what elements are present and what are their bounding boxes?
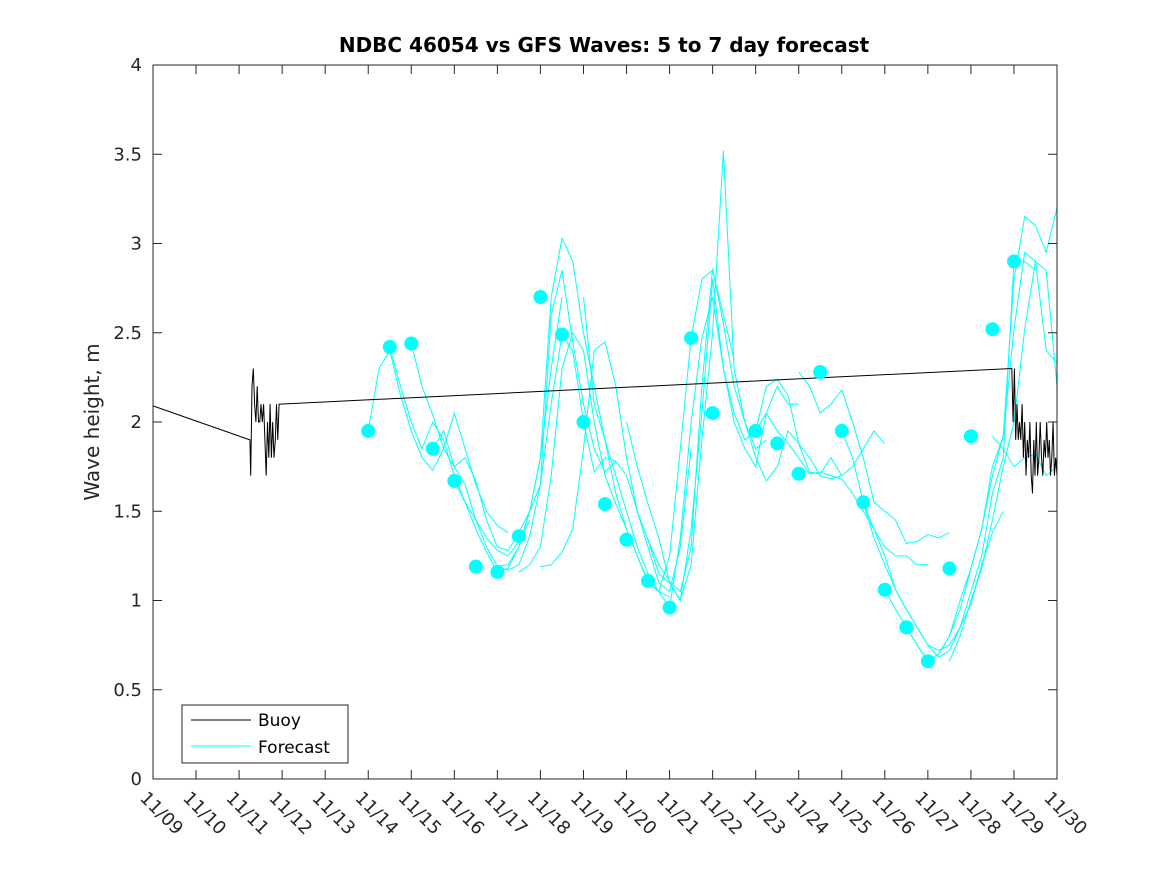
- forecast-marker: [447, 473, 462, 488]
- y-axis-label: Wave height, m: [80, 343, 104, 500]
- y-tick-label: 1: [131, 591, 142, 612]
- forecast-line-1: [367, 349, 509, 534]
- legend: Buoy Forecast: [181, 704, 349, 764]
- y-tick-label: 2: [131, 412, 142, 433]
- forecast-marker: [619, 532, 634, 547]
- forecast-line-10: [626, 279, 843, 602]
- forecast-line-8: [540, 268, 767, 593]
- forecast-line-2: [389, 346, 531, 557]
- buoy-line: [152, 367, 1058, 494]
- forecast-marker: [490, 564, 505, 579]
- forecast-marker: [361, 423, 376, 438]
- forecast-marker: [468, 559, 483, 574]
- forecast-marker: [684, 331, 699, 346]
- forecast-marker: [555, 327, 569, 342]
- forecast-marker: [1007, 254, 1021, 269]
- forecast-line-5: [453, 236, 670, 598]
- forecast-marker: [404, 336, 419, 351]
- forecast-marker: [576, 415, 591, 429]
- forecast-marker: [641, 573, 655, 588]
- forecast-marker: [791, 466, 806, 481]
- forecast-marker: [877, 582, 892, 597]
- forecast-line-13: [798, 371, 950, 544]
- forecast-line-12: [755, 412, 928, 566]
- plot-area: [153, 65, 1057, 779]
- forecast-marker: [662, 600, 677, 615]
- chart-title: NDBC 46054 vs GFS Waves: 5 to 7 day fore…: [339, 33, 870, 57]
- forecast-marker: [834, 423, 849, 438]
- y-tick-label: 3.5: [113, 144, 142, 165]
- series-layer: [152, 150, 1058, 669]
- y-tick-label: 1.5: [113, 501, 142, 522]
- y-tick-label: 4: [131, 55, 142, 76]
- forecast-marker: [425, 441, 440, 456]
- y-tick-label: 3: [131, 234, 142, 255]
- legend-forecast-label: Forecast: [258, 738, 330, 758]
- legend-box: [181, 704, 349, 764]
- forecast-marker: [705, 406, 720, 421]
- forecast-marker: [899, 620, 914, 635]
- forecast-line-11: [647, 150, 886, 602]
- forecast-marker: [511, 529, 526, 544]
- forecast-line-19: [992, 435, 1058, 477]
- legend-buoy-label: Buoy: [258, 711, 301, 731]
- y-tick-label: 0.5: [113, 680, 142, 701]
- forecast-marker: [942, 561, 957, 576]
- forecast-marker: [770, 436, 785, 451]
- forecast-line-9: [583, 296, 799, 609]
- forecast-marker: [813, 365, 828, 379]
- forecast-marker: [748, 423, 763, 438]
- forecast-line-18: [948, 260, 1058, 662]
- forecast-marker: [533, 290, 548, 304]
- forecast-line-15: [862, 260, 1036, 659]
- forecast-marker: [382, 340, 397, 354]
- forecast-marker: [598, 497, 612, 512]
- forecast-marker: [985, 322, 1000, 337]
- y-tick-label: 0: [131, 769, 142, 790]
- forecast-marker: [920, 654, 935, 669]
- forecast-marker: [963, 429, 978, 444]
- forecast-marker: [856, 495, 871, 510]
- forecast-line-6: [497, 333, 692, 593]
- y-tick-label: 2.5: [113, 323, 142, 344]
